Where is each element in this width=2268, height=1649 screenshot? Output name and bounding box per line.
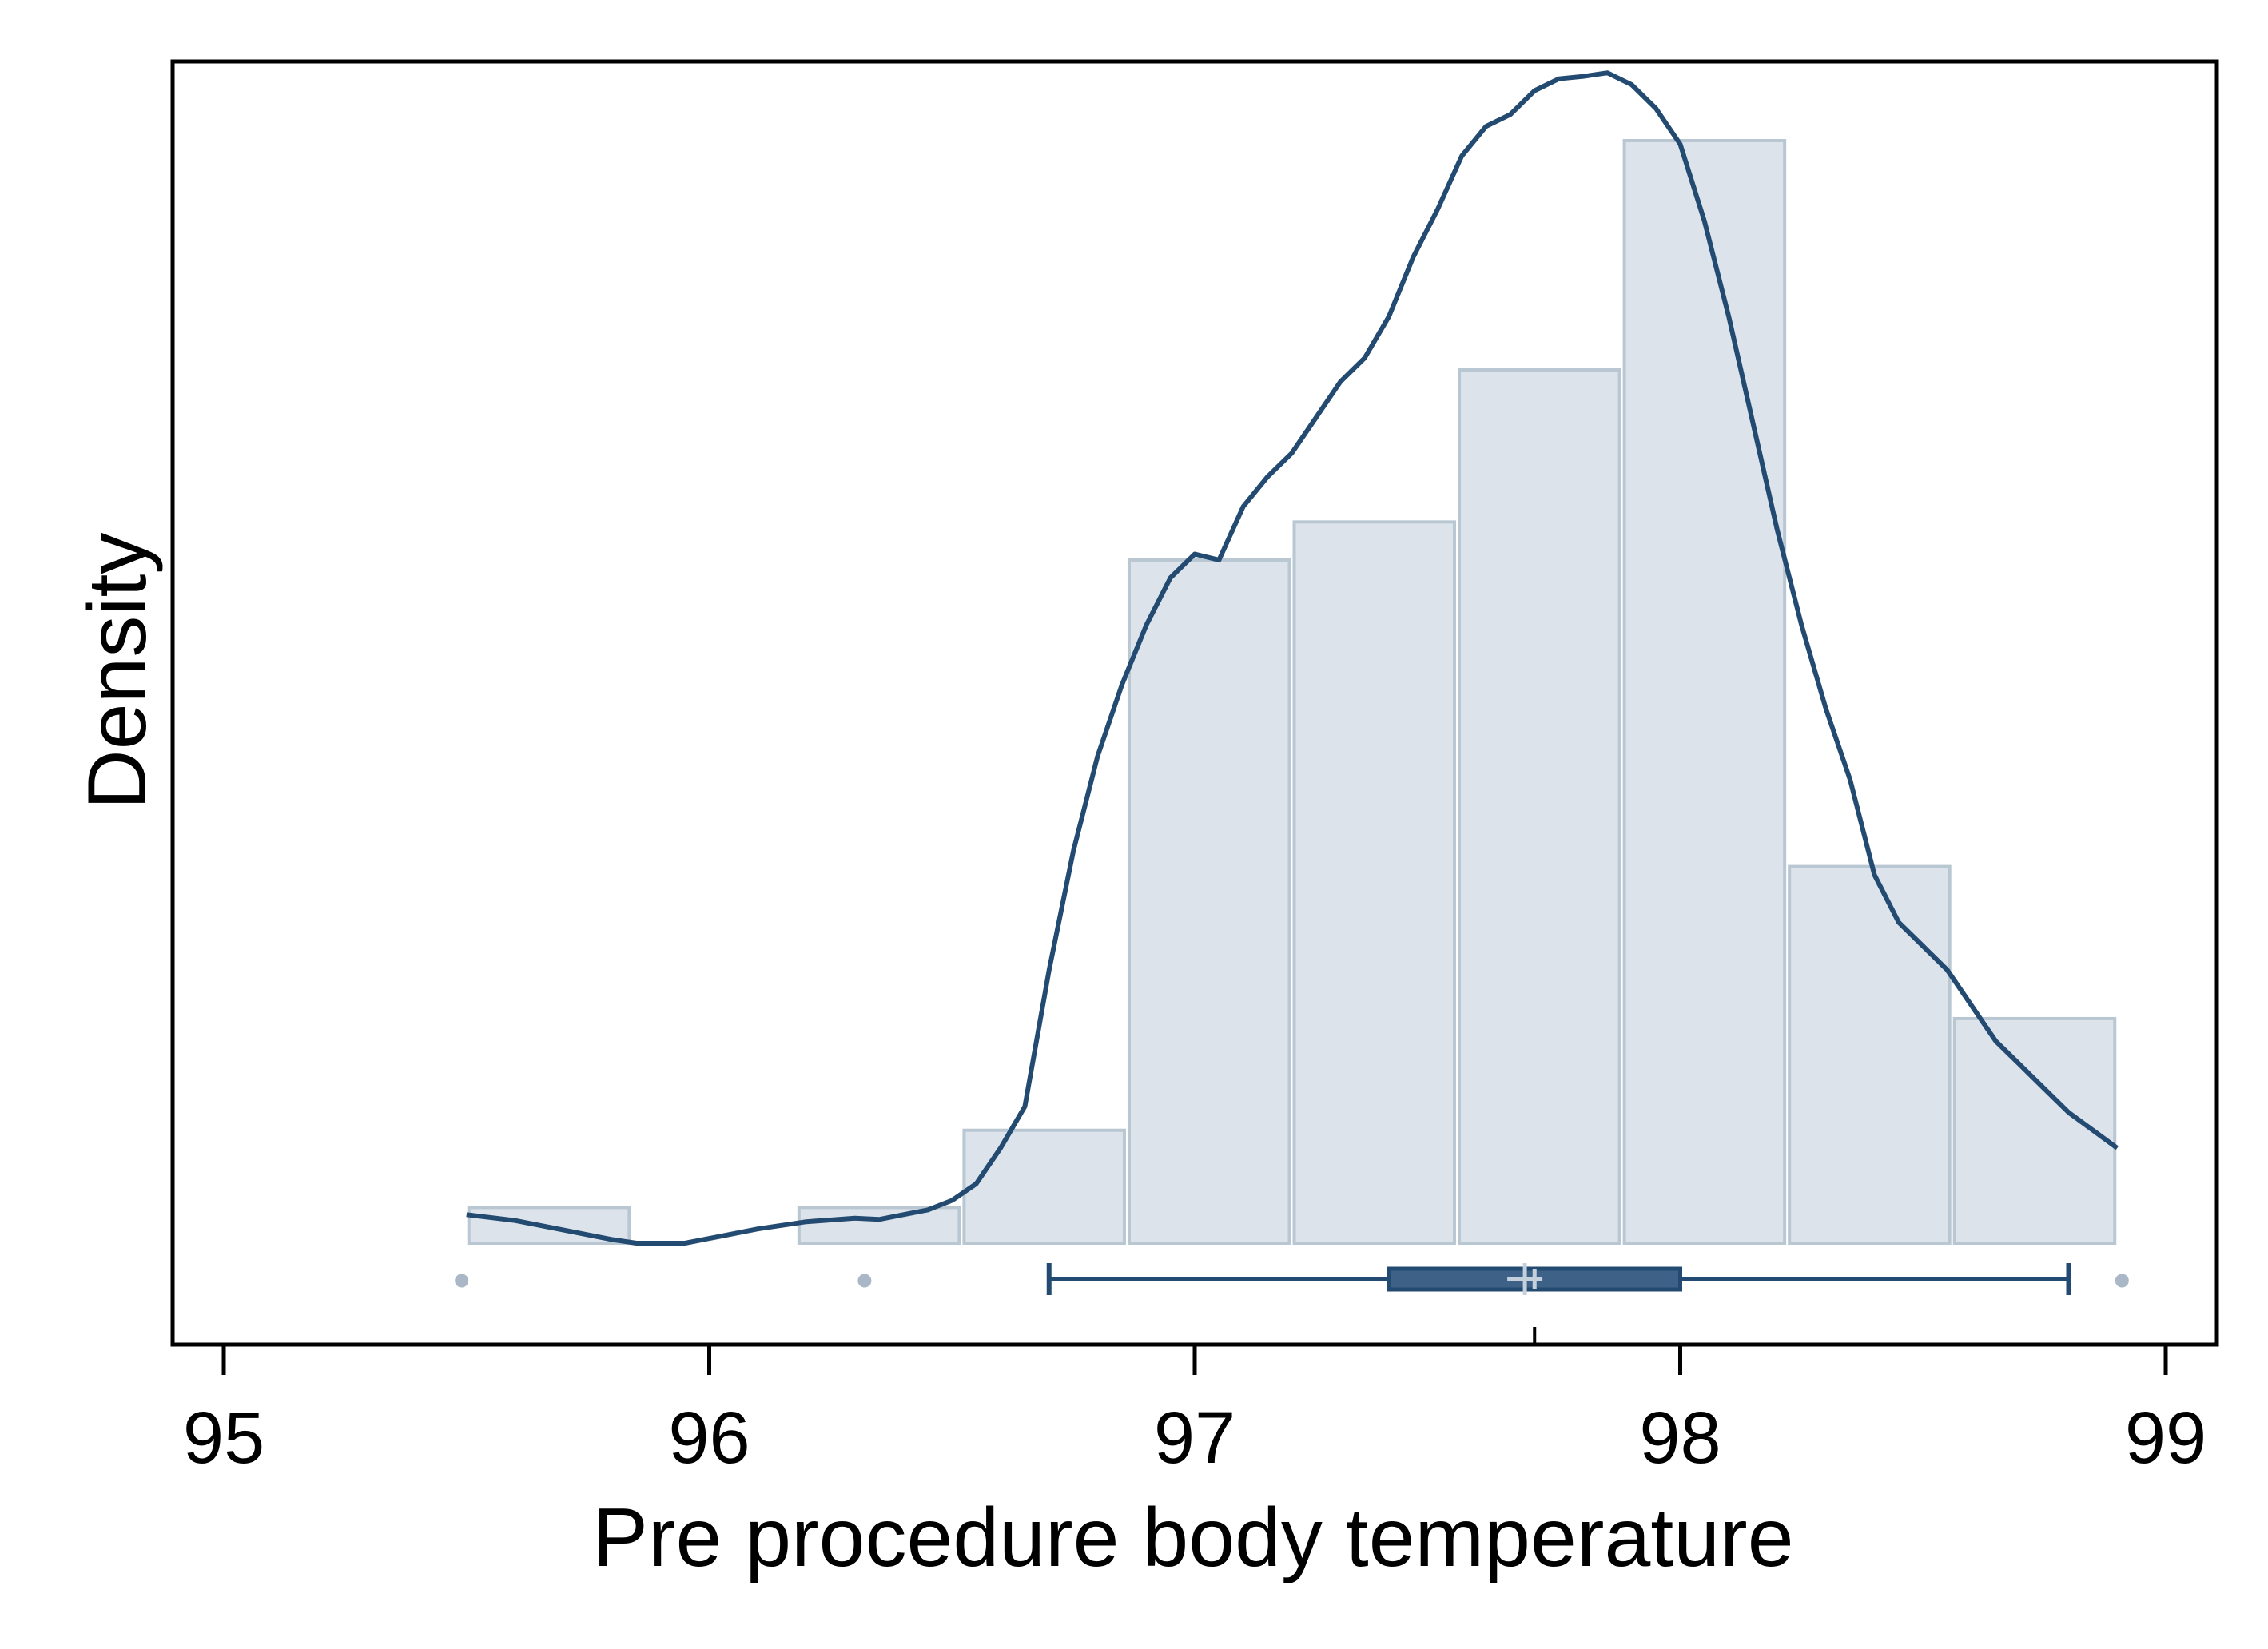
x-axis-title: Pre procedure body temperature [592,1492,1793,1584]
x-axis-tick-label: 97 [1154,1397,1235,1479]
box-plot [452,1263,2131,1295]
x-axis: 95 96 97 98 99 [183,1327,2206,1479]
x-axis-tick-label: 99 [2125,1397,2206,1479]
histogram-bar [962,1128,1126,1245]
box-outlier [452,1271,472,1290]
histogram-bar [1622,139,1787,1245]
histogram-bars [467,139,2117,1246]
density-curve [466,70,2119,1246]
x-axis-tick-label: 96 [668,1397,750,1479]
box-outlier [2112,1271,2131,1290]
histogram-bar [1292,520,1457,1245]
histogram-bar [797,1206,961,1246]
histogram-bar [1952,1016,2117,1245]
histogram-bar [1788,864,1952,1245]
histogram-bar [1458,368,1621,1246]
x-axis-tick-label: 95 [183,1397,265,1479]
y-axis-title: Density [71,533,164,810]
histogram-bar [1127,558,1291,1245]
x-axis-tick-label: 98 [1639,1397,1721,1479]
density-curve-layer [466,70,2119,1246]
histogram-bar [467,1206,631,1246]
box-outlier [855,1271,874,1290]
